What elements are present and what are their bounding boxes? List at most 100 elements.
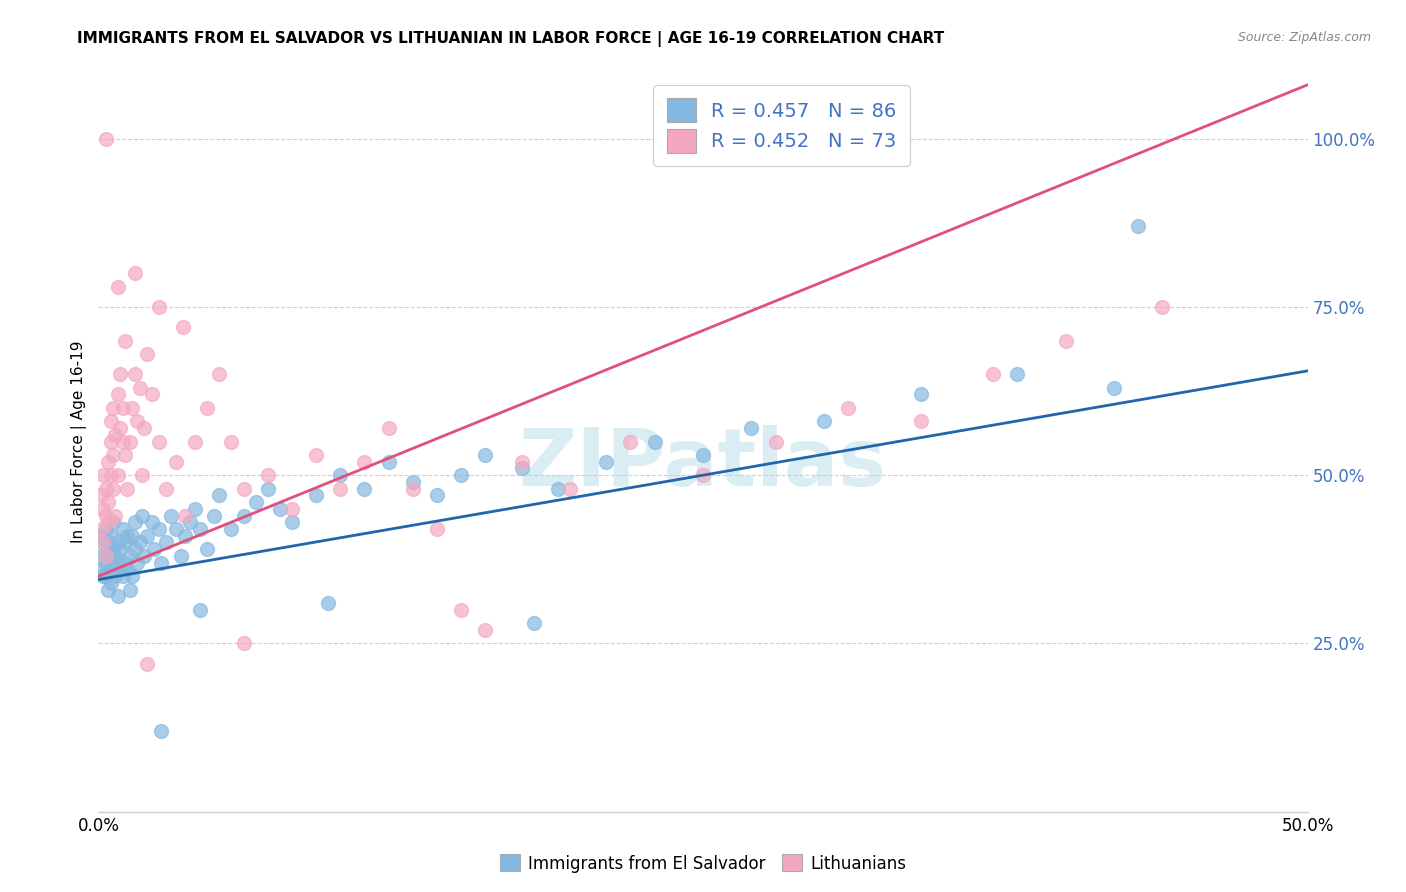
Point: [108, 542, 131, 557]
Point: [135, 657, 157, 671]
Point: [91, 562, 114, 576]
Point: [595, 455, 617, 469]
Point: [450, 468, 472, 483]
Point: [692, 468, 714, 483]
Point: [121, 529, 143, 543]
Text: Source: ZipAtlas.com: Source: ZipAtlas.com: [1237, 31, 1371, 45]
Point: [114, 535, 136, 549]
Point: [179, 516, 201, 530]
Point: [97, 455, 120, 469]
Point: [160, 508, 183, 523]
Point: [474, 623, 496, 637]
Text: IMMIGRANTS FROM EL SALVADOR VS LITHUANIAN IN LABOR FORCE | AGE 16-19 CORRELATION: IMMIGRANTS FROM EL SALVADOR VS LITHUANIA…: [77, 31, 945, 47]
Point: [765, 434, 787, 449]
Point: [1007, 368, 1029, 382]
Point: [118, 549, 141, 563]
Point: [94, 508, 117, 523]
Point: [644, 434, 666, 449]
Point: [148, 300, 170, 314]
Point: [90, 549, 112, 563]
Point: [135, 347, 157, 361]
Point: [97, 535, 120, 549]
Point: [165, 522, 187, 536]
Point: [94, 549, 117, 563]
Point: [101, 448, 124, 462]
Point: [740, 421, 762, 435]
Point: [1152, 300, 1174, 314]
Point: [100, 556, 122, 570]
Point: [111, 522, 134, 536]
Point: [619, 434, 641, 449]
Point: [118, 582, 141, 597]
Point: [94, 569, 117, 583]
Point: [101, 482, 124, 496]
Point: [90, 522, 112, 536]
Point: [104, 427, 127, 442]
Point: [128, 535, 150, 549]
Point: [114, 334, 136, 348]
Point: [150, 556, 173, 570]
Point: [97, 582, 120, 597]
Point: [107, 387, 129, 401]
Point: [134, 549, 156, 563]
Point: [94, 556, 117, 570]
Point: [377, 421, 399, 435]
Point: [305, 488, 328, 502]
Point: [111, 434, 134, 449]
Point: [256, 482, 278, 496]
Point: [107, 468, 129, 483]
Point: [195, 542, 218, 557]
Point: [232, 636, 254, 650]
Point: [208, 368, 231, 382]
Point: [101, 401, 124, 415]
Point: [97, 495, 120, 509]
Point: [124, 266, 146, 280]
Point: [107, 556, 129, 570]
Point: [353, 455, 375, 469]
Point: [91, 501, 114, 516]
Point: [256, 468, 278, 483]
Point: [108, 562, 131, 576]
Point: [305, 448, 328, 462]
Point: [188, 603, 211, 617]
Point: [377, 455, 399, 469]
Point: [101, 542, 124, 557]
Point: [100, 575, 122, 590]
Point: [510, 461, 533, 475]
Point: [558, 482, 581, 496]
Point: [124, 368, 146, 382]
Point: [547, 482, 569, 496]
Legend: Immigrants from El Salvador, Lithuanians: Immigrants from El Salvador, Lithuanians: [494, 847, 912, 880]
Point: [1102, 381, 1125, 395]
Point: [141, 516, 163, 530]
Point: [195, 401, 218, 415]
Point: [148, 434, 170, 449]
Point: [281, 501, 304, 516]
Point: [232, 508, 254, 523]
Point: [165, 455, 187, 469]
Point: [124, 542, 146, 557]
Point: [104, 549, 127, 563]
Point: [155, 482, 177, 496]
Point: [450, 603, 472, 617]
Point: [104, 508, 127, 523]
Point: [426, 488, 449, 502]
Point: [101, 516, 124, 530]
Point: [910, 387, 932, 401]
Point: [281, 516, 304, 530]
Point: [111, 401, 134, 415]
Point: [100, 529, 122, 543]
Point: [107, 590, 129, 604]
Point: [97, 549, 120, 563]
Point: [134, 421, 156, 435]
Point: [1054, 334, 1077, 348]
Point: [184, 501, 207, 516]
Point: [135, 529, 157, 543]
Point: [204, 508, 226, 523]
Point: [245, 495, 267, 509]
Point: [837, 401, 859, 415]
Point: [124, 516, 146, 530]
Point: [402, 482, 425, 496]
Point: [131, 508, 153, 523]
Point: [402, 475, 425, 489]
